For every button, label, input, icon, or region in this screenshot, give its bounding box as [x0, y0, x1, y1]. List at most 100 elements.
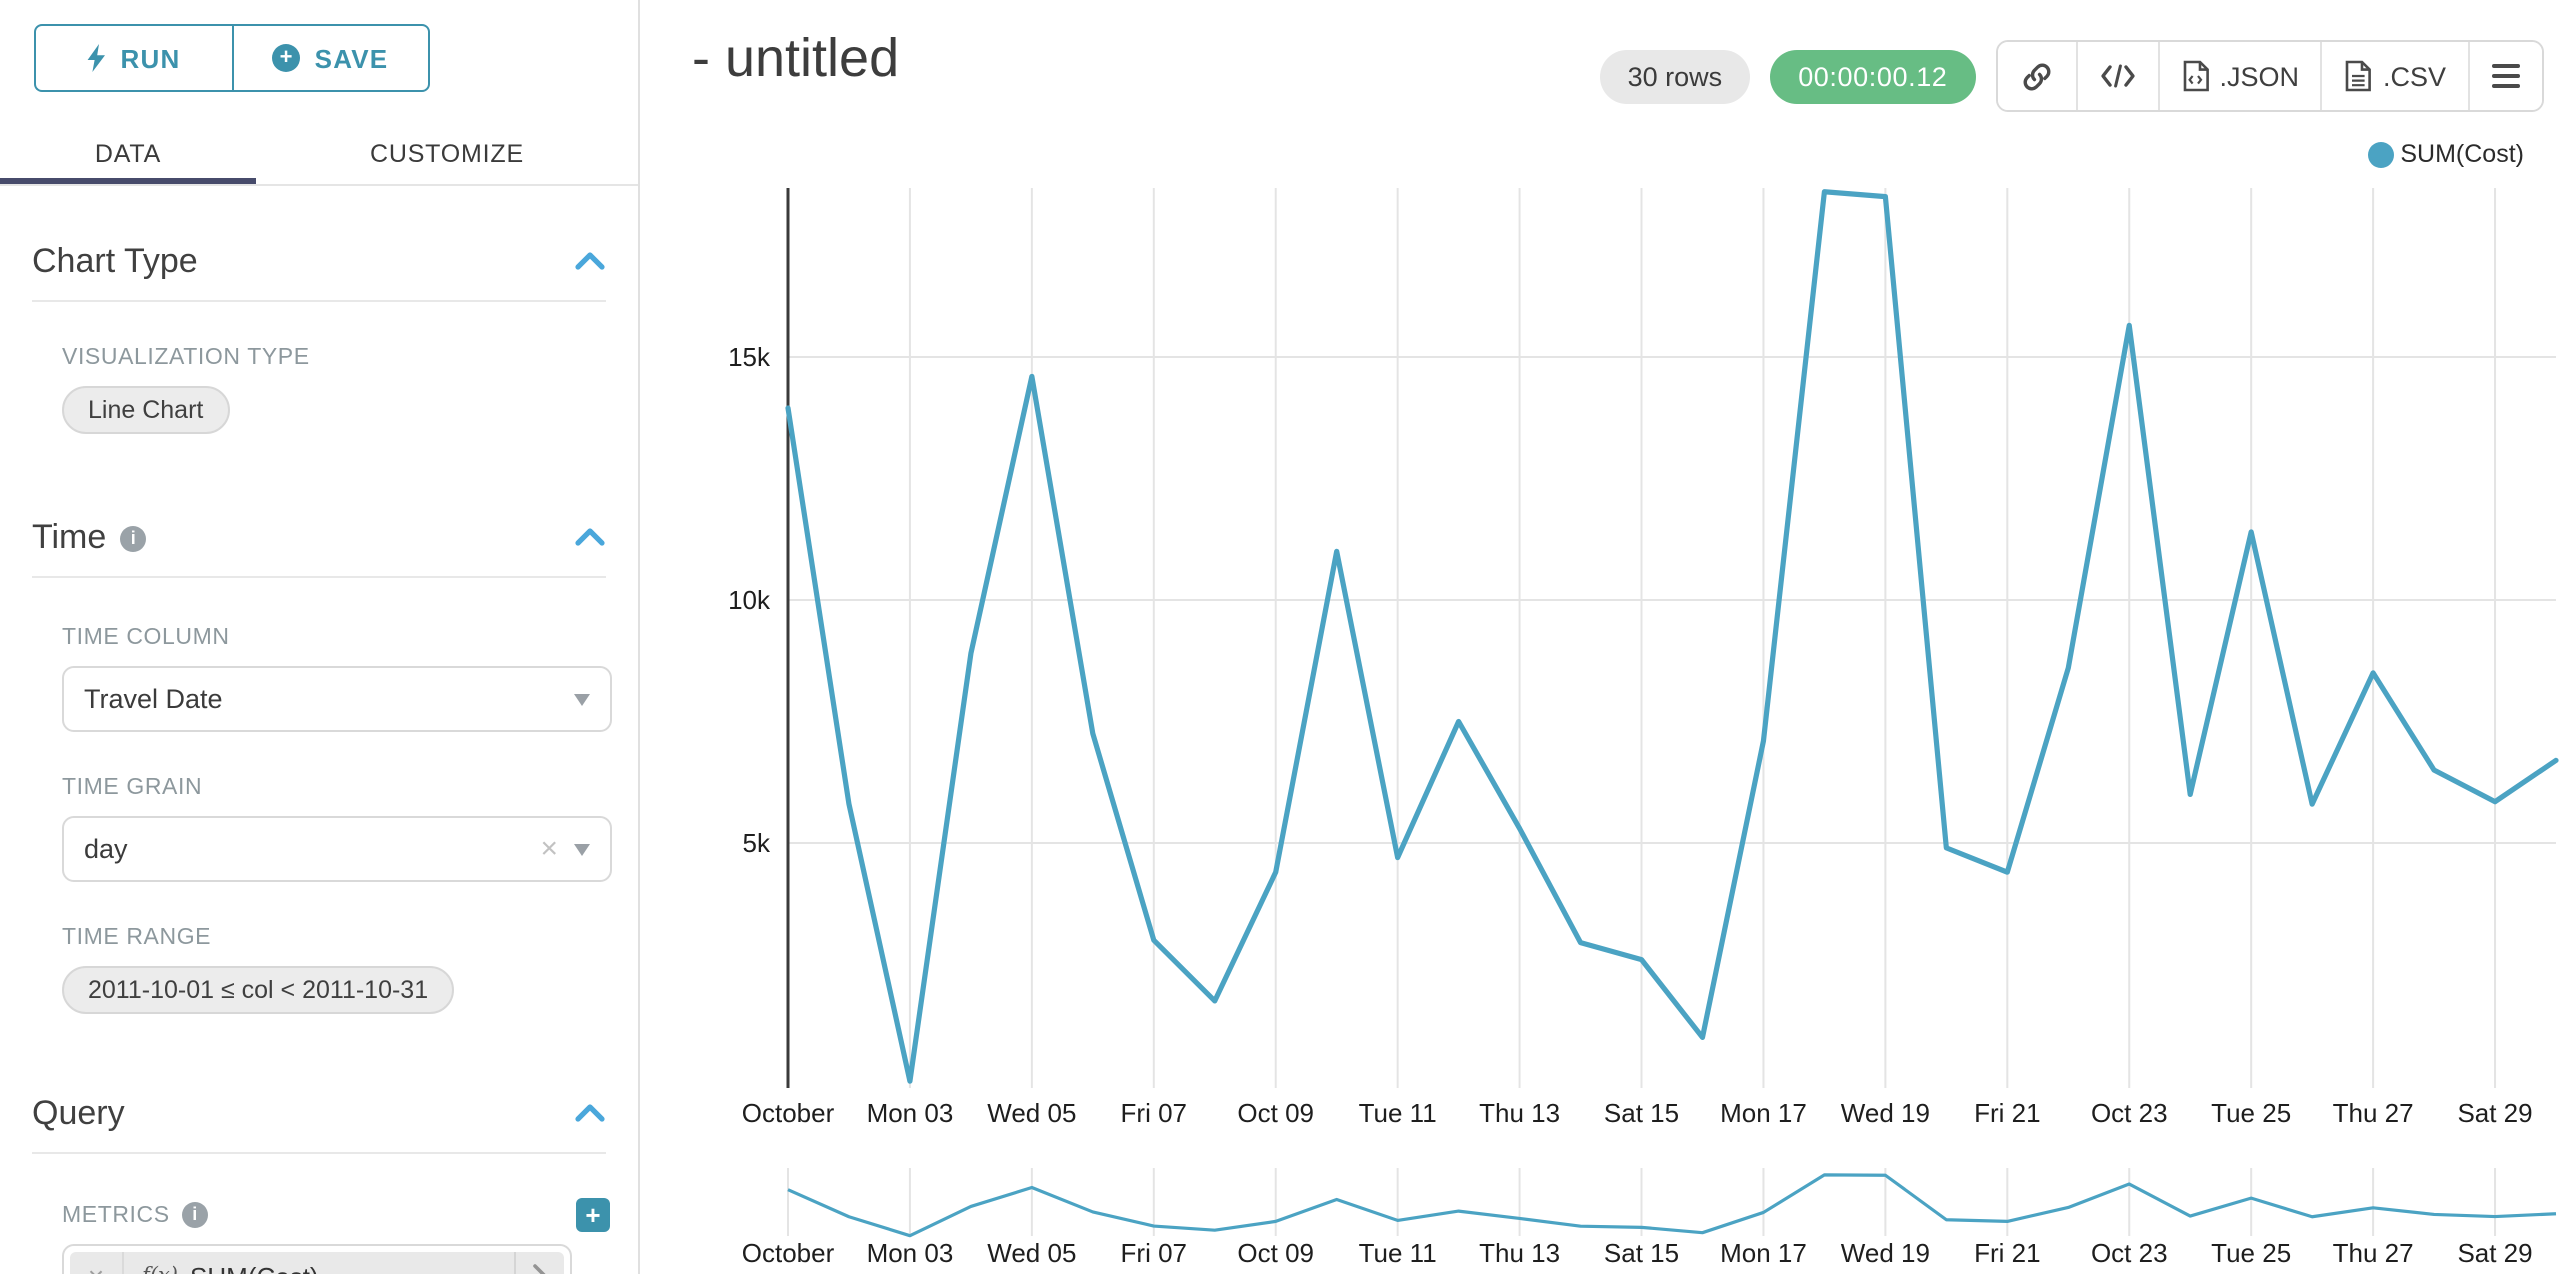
collapse-chevron-up-icon[interactable] [570, 242, 610, 282]
run-button[interactable]: RUN [34, 24, 231, 92]
fx-icon: ƒ(x) [142, 1264, 178, 1274]
svg-text:Wed 19: Wed 19 [1841, 1098, 1930, 1128]
remove-metric-icon[interactable]: × [70, 1252, 124, 1274]
svg-text:Mon 17: Mon 17 [1720, 1238, 1807, 1268]
save-button-label: SAVE [314, 43, 389, 73]
chevron-down-icon [574, 693, 590, 705]
tab-data[interactable]: DATA [0, 124, 256, 184]
svg-text:Tue 25: Tue 25 [2211, 1238, 2291, 1268]
time-column-select[interactable]: Travel Date [62, 666, 612, 732]
tab-data-label: DATA [94, 140, 162, 168]
panel-tabs: DATA CUSTOMIZE [0, 124, 638, 186]
svg-text:Tue 25: Tue 25 [2211, 1098, 2291, 1128]
svg-text:5k: 5k [743, 828, 771, 858]
legend[interactable]: SUM(Cost) [2368, 140, 2524, 168]
export-json-button[interactable]: .JSON [2157, 42, 2321, 110]
rowcount-badge: 30 rows [1599, 49, 1751, 103]
menu-button[interactable] [2468, 42, 2542, 110]
code-icon [2100, 64, 2135, 88]
svg-text:Tue 11: Tue 11 [1359, 1098, 1437, 1128]
svg-text:Tue 11: Tue 11 [1359, 1238, 1437, 1268]
chart-title[interactable]: - untitled [692, 28, 900, 88]
legend-label: SUM(Cost) [2400, 140, 2524, 168]
query-timer-badge: 00:00:00.12 [1770, 49, 1976, 103]
file-lines-icon [2346, 60, 2372, 92]
svg-text:Fri 07: Fri 07 [1121, 1098, 1187, 1128]
svg-text:Mon 03: Mon 03 [867, 1238, 954, 1268]
share-link-button[interactable] [1997, 42, 2076, 110]
svg-text:Sat 15: Sat 15 [1604, 1098, 1679, 1128]
section-time-header: Time i [32, 518, 610, 558]
tab-customize[interactable]: CUSTOMIZE [256, 124, 638, 184]
metric-label: SUM(Cost) [190, 1261, 514, 1274]
metrics-label-row: METRICS i + [62, 1198, 610, 1232]
file-code-icon [2183, 60, 2209, 92]
brush-minichart[interactable] [787, 1173, 2557, 1238]
run-save-button-group: RUN + SAVE [34, 24, 430, 92]
view-query-button[interactable] [2075, 42, 2158, 110]
plus-circle-icon: + [272, 44, 301, 72]
viz-type-pill[interactable]: Line Chart [62, 386, 230, 434]
svg-text:Fri 07: Fri 07 [1121, 1238, 1187, 1268]
svg-text:Sat 29: Sat 29 [2457, 1098, 2532, 1128]
svg-text:October: October [742, 1238, 835, 1268]
svg-text:Mon 17: Mon 17 [1720, 1098, 1807, 1128]
chevron-right-icon[interactable] [514, 1252, 564, 1274]
collapse-chevron-up-icon[interactable] [570, 1094, 610, 1134]
chart-panel: - untitled 30 rows 00:00:00.12 [640, 0, 2576, 1274]
time-grain-select[interactable]: day × [62, 816, 612, 882]
svg-text:Thu 27: Thu 27 [2333, 1098, 2414, 1128]
svg-text:Oct 23: Oct 23 [2091, 1098, 2168, 1128]
chevron-down-icon [574, 843, 590, 855]
viz-type-label: VISUALIZATION TYPE [62, 346, 310, 370]
info-icon: i [120, 525, 147, 551]
time-grain-value: day [84, 834, 128, 864]
legend-dot-icon [2368, 141, 2395, 167]
collapse-chevron-up-icon[interactable] [570, 518, 610, 558]
save-button[interactable]: + SAVE [231, 24, 430, 92]
time-range-label: TIME RANGE [62, 926, 212, 950]
svg-text:Wed 19: Wed 19 [1841, 1238, 1930, 1268]
export-csv-label: .CSV [2382, 61, 2446, 91]
time-grain-label: TIME GRAIN [62, 776, 203, 800]
svg-text:Sat 15: Sat 15 [1604, 1238, 1679, 1268]
hamburger-icon [2492, 59, 2520, 93]
section-divider [32, 300, 606, 302]
svg-text:15k: 15k [728, 342, 771, 372]
add-metric-button[interactable]: + [576, 1198, 610, 1232]
control-panel-sidebar: RUN + SAVE DATA CUSTOMIZE Chart Type VIS… [0, 0, 640, 1274]
link-icon [2023, 62, 2050, 90]
svg-text:Wed 05: Wed 05 [987, 1238, 1076, 1268]
lightning-icon [88, 44, 106, 72]
section-chart-type-header: Chart Type [32, 242, 610, 282]
svg-text:Thu 13: Thu 13 [1479, 1238, 1560, 1268]
time-column-value: Travel Date [84, 684, 223, 714]
time-column-label: TIME COLUMN [62, 626, 230, 650]
section-divider [32, 576, 606, 578]
clear-icon[interactable]: × [540, 832, 558, 866]
info-icon: i [181, 1202, 208, 1228]
svg-text:Sat 29: Sat 29 [2457, 1238, 2532, 1268]
run-button-label: RUN [120, 43, 181, 73]
chart-header-controls: 30 rows 00:00:00.12 [1599, 40, 2544, 112]
section-divider [32, 1152, 606, 1154]
svg-text:Wed 05: Wed 05 [987, 1098, 1076, 1128]
svg-text:October: October [742, 1098, 835, 1128]
section-title-query: Query [32, 1094, 125, 1132]
svg-text:Oct 09: Oct 09 [1237, 1238, 1314, 1268]
metric-item[interactable]: × ƒ(x) SUM(Cost) [62, 1244, 572, 1274]
metrics-label: METRICS [62, 1203, 170, 1227]
svg-text:Oct 09: Oct 09 [1237, 1098, 1314, 1128]
svg-text:10k: 10k [728, 585, 771, 615]
time-range-pill[interactable]: 2011-10-01 ≤ col < 2011-10-31 [62, 966, 455, 1014]
tab-customize-label: CUSTOMIZE [370, 140, 524, 168]
svg-text:Thu 27: Thu 27 [2333, 1238, 2414, 1268]
export-csv-button[interactable]: .CSV [2320, 42, 2468, 110]
svg-text:Mon 03: Mon 03 [867, 1098, 954, 1128]
section-title-chart-type: Chart Type [32, 242, 198, 280]
svg-text:Thu 13: Thu 13 [1479, 1098, 1560, 1128]
line-chart[interactable]: 5k 10k 15k October Mon 03 Wed 05 Fri 07 Oct 09 T… [640, 0, 2576, 1274]
section-query-header: Query [32, 1094, 610, 1134]
export-json-label: .JSON [2219, 61, 2299, 91]
